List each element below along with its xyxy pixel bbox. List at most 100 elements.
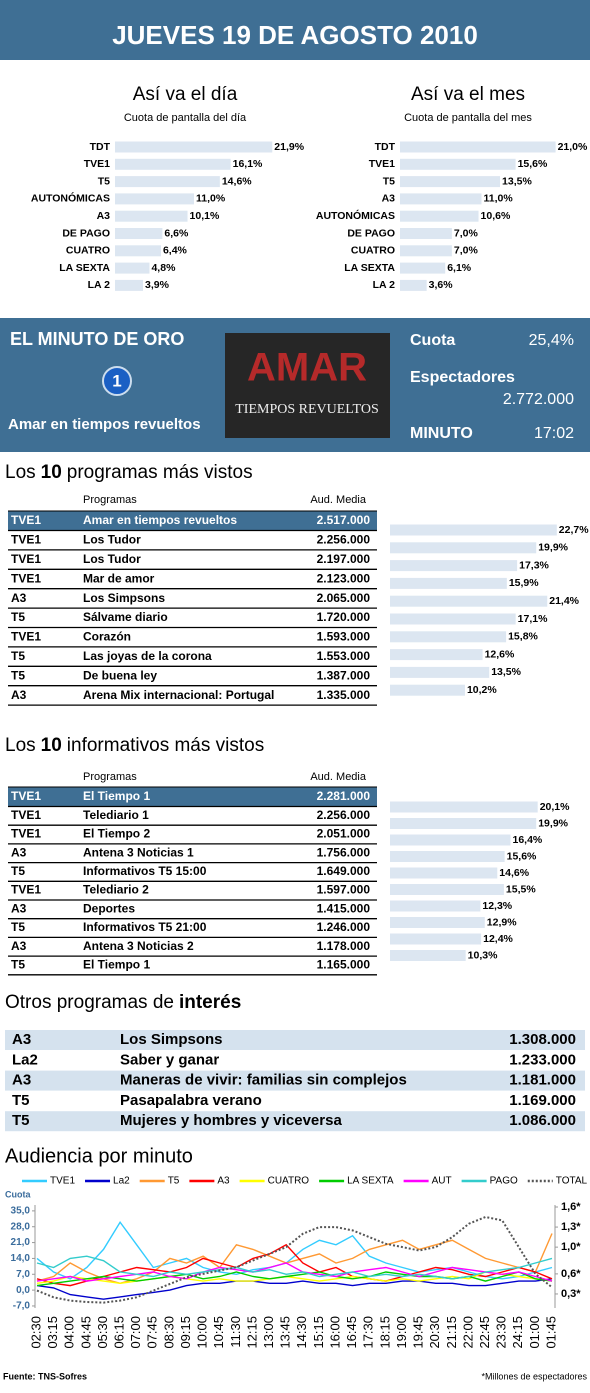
bar (400, 262, 446, 274)
x-tick-label: 01:45 (543, 1316, 558, 1349)
bar (400, 228, 452, 239)
x-tick-label: 18:15 (377, 1316, 392, 1349)
heading-number: 10 (41, 735, 62, 756)
program: Saber y ganar (120, 1051, 219, 1068)
x-tick-label: 22:45 (477, 1316, 492, 1349)
image-subtitle: TIEMPOS REVUELTOS (235, 402, 379, 417)
bar (390, 933, 482, 945)
channel: TVE1 (11, 533, 41, 547)
program: Mujeres y hombres y viceversa (120, 1112, 342, 1129)
x-tick-label: 24:15 (510, 1316, 525, 1349)
viewers-value: 2.772.000 (503, 391, 574, 408)
bar (390, 917, 485, 928)
chart-subtitle: Cuota de pantalla del día (124, 112, 247, 124)
legend-label: A3 (217, 1176, 230, 1187)
program: De buena ley (83, 668, 157, 682)
channel: La2 (12, 1051, 38, 1068)
channel: A3 (11, 845, 27, 859)
channel: TVE1 (11, 630, 41, 644)
viewers-label: Espectadores (410, 369, 515, 386)
y-tick-label: 7,0 (16, 1269, 30, 1280)
bar (400, 193, 482, 205)
bar (115, 245, 161, 257)
value-label: 12,3% (482, 900, 512, 912)
value-label: 15,8% (508, 631, 538, 643)
highlight-row (8, 787, 377, 807)
bar (390, 631, 507, 643)
program: Arena Mix internacional: Portugal (83, 688, 274, 702)
audience: 1.593.000 (317, 630, 371, 644)
row-band (5, 1070, 585, 1091)
y-tick-label: 14,0 (11, 1253, 31, 1264)
audience: 1.649.000 (317, 864, 371, 878)
program: Los Tudor (83, 533, 141, 547)
x-tick-label: 23:30 (494, 1316, 509, 1349)
channel: TVE1 (11, 513, 41, 527)
bar-category: A3 (382, 193, 396, 205)
column-header: Aud. Media (310, 494, 367, 506)
y2-tick-label: 0,6* (561, 1268, 581, 1280)
bar-category: TVE1 (369, 158, 395, 170)
audience: 2.281.000 (317, 789, 371, 803)
x-tick-label: 12:15 (244, 1316, 259, 1349)
bar (115, 176, 220, 188)
audience: 1.553.000 (317, 649, 371, 663)
section-heading: Los 10 programas más vistos (5, 462, 253, 483)
value-label: 10,2% (467, 684, 497, 696)
audience: 2.517.000 (317, 513, 371, 527)
value-label: 17,3% (519, 559, 549, 571)
bar (390, 649, 483, 661)
channel: A3 (11, 939, 27, 953)
audience: 1.720.000 (317, 610, 371, 624)
value-label: 19,9% (538, 817, 568, 829)
highlight-row (8, 511, 377, 531)
y2-tick-label: 1,6* (561, 1201, 581, 1213)
bar (400, 141, 556, 153)
value-label: 6,6% (164, 227, 189, 239)
bar (390, 542, 537, 554)
series-line (36, 1271, 553, 1285)
program: Antena 3 Noticias 2 (83, 939, 194, 953)
audience: 1.597.000 (317, 883, 371, 897)
bar (115, 210, 188, 222)
audience: 1.246.000 (317, 920, 371, 934)
x-tick-label: 13:45 (278, 1316, 293, 1349)
x-tick-label: 19:00 (394, 1316, 409, 1349)
bar (115, 279, 144, 291)
bar-category: DE PAGO (62, 227, 110, 239)
audience: 1.169.000 (509, 1092, 576, 1109)
channel: T5 (11, 649, 25, 663)
bar-category: CUATRO (66, 245, 110, 257)
heading-text: informativos más vistos (67, 735, 264, 756)
audience: 2.123.000 (317, 571, 371, 585)
legend-label: TOTAL (556, 1176, 588, 1187)
bar-category: LA 2 (373, 279, 396, 291)
share-label: Cuota (410, 332, 455, 349)
bar-category: LA 2 (88, 279, 111, 291)
column-header: Aud. Media (310, 771, 367, 783)
bar (390, 900, 481, 912)
bar-category: T5 (383, 175, 395, 187)
section-heading: Los 10 informativos más vistos (5, 735, 264, 756)
image-title: AMAR (247, 346, 367, 390)
x-tick-label: 03:15 (45, 1316, 60, 1349)
bar (390, 834, 511, 846)
x-tick-label: 15:15 (311, 1316, 326, 1349)
chart-subtitle: Cuota de pantalla del mes (404, 112, 532, 124)
audience: 1.387.000 (317, 668, 371, 682)
series-line (36, 1255, 553, 1280)
channel: T5 (11, 920, 25, 934)
program: Deportes (83, 901, 135, 915)
audience: 1.335.000 (317, 688, 371, 702)
bar (400, 176, 501, 188)
program: Telediario 1 (83, 808, 149, 822)
audience: 1.178.000 (317, 939, 371, 953)
value-label: 17,1% (518, 613, 548, 625)
heading-emphasis: interés (179, 992, 241, 1013)
bar-category: AUTONÓMICAS (316, 209, 395, 222)
series-line (36, 1262, 553, 1282)
series-line (36, 1278, 553, 1300)
audience: 1.181.000 (509, 1072, 576, 1089)
audience: 2.065.000 (317, 591, 371, 605)
